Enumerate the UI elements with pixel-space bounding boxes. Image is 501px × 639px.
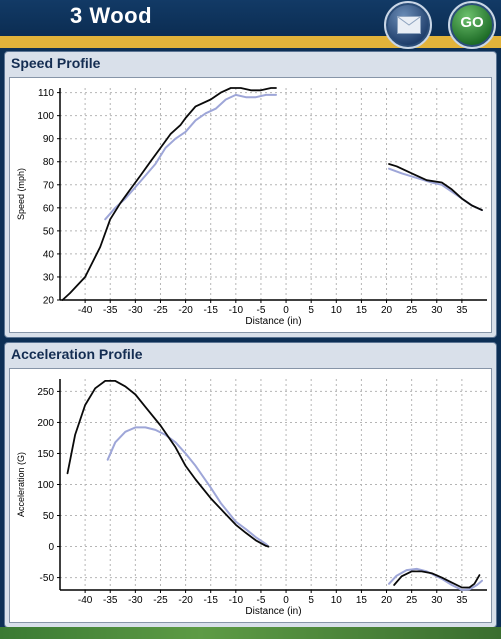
accel-x-axis-title: Distance (in) — [245, 606, 301, 617]
go-button[interactable]: GO — [448, 1, 496, 49]
speed-x-tick-label: -25 — [153, 305, 168, 316]
speed-x-tick-label: 0 — [283, 305, 289, 316]
acceleration-profile-title: Acceleration Profile — [11, 346, 143, 362]
speed-y-tick-label: 50 — [43, 226, 55, 237]
accel-y-tick-label: 50 — [43, 511, 55, 522]
accel-x-tick-label: -25 — [153, 595, 168, 606]
speed-series-line — [388, 163, 483, 211]
speed-profile-title: Speed Profile — [11, 55, 101, 71]
speed-profile-panel: Speed Profile -40 -35 -30 -25 -20 -15 -10 -5 0 5 1… — [4, 51, 497, 338]
accel-y-tick-label: 100 — [37, 480, 54, 491]
speed-series-line — [61, 87, 277, 301]
mail-button[interactable] — [384, 1, 432, 49]
envelope-icon — [397, 16, 421, 34]
speed-x-tick-label: 25 — [406, 305, 418, 316]
accel-series-line — [106, 426, 270, 548]
accel-x-tick-label: 5 — [308, 595, 314, 606]
accel-y-tick-label: 0 — [48, 542, 54, 553]
accel-y-axis-title: Acceleration (G) — [16, 452, 26, 517]
speed-x-tick-label: -40 — [78, 305, 93, 316]
speed-x-tick-label: 5 — [308, 305, 314, 316]
speed-x-tick-label: 30 — [431, 305, 443, 316]
accel-y-tick-label: 200 — [37, 418, 54, 429]
accel-x-tick-label: -30 — [128, 595, 143, 606]
speed-x-tick-label: 10 — [331, 305, 343, 316]
club-title: 3 Wood — [70, 3, 153, 28]
accel-x-tick-label: 10 — [331, 595, 343, 606]
accel-y-tick-label: -50 — [40, 573, 55, 584]
acceleration-plot-area: -40 -35 -30 -25 -20 -15 -10 -5 0 5 10 15 20 25 30 35 -50… — [9, 368, 492, 623]
speed-x-tick-label: 15 — [356, 305, 368, 316]
header-accent-band — [0, 36, 501, 48]
accel-x-tick-label: -35 — [103, 595, 118, 606]
speed-y-tick-label: 30 — [43, 272, 55, 283]
bottom-strip — [0, 627, 501, 639]
speed-y-tick-label: 20 — [43, 296, 55, 307]
speed-x-tick-label: -10 — [229, 305, 244, 316]
go-button-label: GO — [460, 14, 484, 31]
speed-y-tick-label: 100 — [37, 111, 54, 122]
accel-x-tick-label: 0 — [283, 595, 289, 606]
speed-x-tick-label: -15 — [203, 305, 218, 316]
speed-x-tick-label: -35 — [103, 305, 118, 316]
speed-y-tick-label: 60 — [43, 203, 55, 214]
accel-x-tick-label: 20 — [381, 595, 393, 606]
accel-y-tick-label: 250 — [37, 387, 54, 398]
speed-x-axis-title: Distance (in) — [245, 316, 301, 327]
speed-y-tick-label: 110 — [38, 88, 54, 99]
speed-plot-area: -40 -35 -30 -25 -20 -15 -10 -5 0 5 10 15 20 25 30 35 20 3… — [9, 77, 492, 333]
acceleration-profile-panel: Acceleration Profile -40 -35 -30 -25 -20 -15-… — [4, 342, 497, 628]
speed-series-line — [104, 93, 277, 221]
accel-series-line — [393, 570, 481, 589]
speed-x-tick-label: 35 — [456, 305, 468, 316]
accel-x-tick-label: -40 — [78, 595, 93, 606]
accel-x-tick-label: 25 — [406, 595, 418, 606]
accel-y-tick-label: 150 — [37, 449, 54, 460]
speed-x-tick-label: -5 — [256, 305, 265, 316]
acceleration-chart: -40 -35 -30 -25 -20 -15 -10 -5 0 5 10 15 20 25 30 35-50… — [16, 379, 487, 617]
speed-y-tick-label: 40 — [43, 249, 55, 260]
accel-x-tick-label: 30 — [431, 595, 443, 606]
accel-x-tick-label: -10 — [229, 595, 244, 606]
accel-x-tick-label: 15 — [356, 595, 368, 606]
accel-x-tick-label: 35 — [456, 595, 468, 606]
speed-y-tick-label: 70 — [43, 180, 55, 191]
accel-x-tick-label: -5 — [256, 595, 265, 606]
accel-series-line — [388, 567, 483, 591]
speed-x-tick-label: -30 — [128, 305, 143, 316]
accel-x-tick-label: -20 — [178, 595, 193, 606]
accel-series-line — [66, 380, 270, 548]
speed-x-tick-label: 20 — [381, 305, 393, 316]
speed-y-axis-title: Speed (mph) — [16, 168, 26, 220]
speed-y-tick-label: 90 — [43, 134, 55, 145]
speed-chart: -40 -35 -30 -25 -20 -15 -10 -5 0 5 10 15 20 25 30 35 20 3… — [16, 87, 487, 327]
speed-y-tick-label: 80 — [43, 157, 55, 168]
accel-x-tick-label: -15 — [203, 595, 218, 606]
speed-x-tick-label: -20 — [178, 305, 193, 316]
